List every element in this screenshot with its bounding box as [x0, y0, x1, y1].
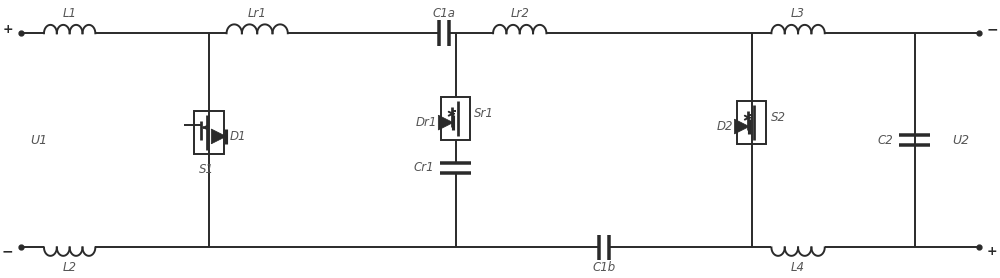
Text: U1: U1: [30, 134, 48, 147]
Text: −: −: [2, 244, 13, 258]
Text: L3: L3: [791, 8, 805, 21]
Text: L4: L4: [791, 261, 805, 274]
Polygon shape: [438, 115, 453, 130]
Text: +: +: [987, 245, 997, 258]
Text: L2: L2: [63, 261, 77, 274]
Text: C1b: C1b: [592, 261, 615, 274]
Text: C1a: C1a: [432, 8, 455, 21]
Text: Cr1: Cr1: [413, 162, 434, 175]
Text: U2: U2: [952, 134, 970, 147]
Text: Sr1: Sr1: [474, 107, 494, 120]
Text: +: +: [3, 23, 13, 36]
Text: S2: S2: [770, 111, 785, 124]
Polygon shape: [211, 129, 226, 144]
Text: D2: D2: [716, 120, 733, 133]
Text: S1: S1: [199, 163, 214, 176]
Text: −: −: [987, 22, 998, 36]
Text: Dr1: Dr1: [415, 116, 437, 129]
Text: Lr2: Lr2: [510, 8, 529, 21]
Text: Lr1: Lr1: [248, 8, 267, 21]
Text: D1: D1: [230, 130, 246, 143]
Text: C2: C2: [877, 134, 893, 147]
Polygon shape: [734, 119, 749, 134]
Text: L1: L1: [63, 8, 77, 21]
